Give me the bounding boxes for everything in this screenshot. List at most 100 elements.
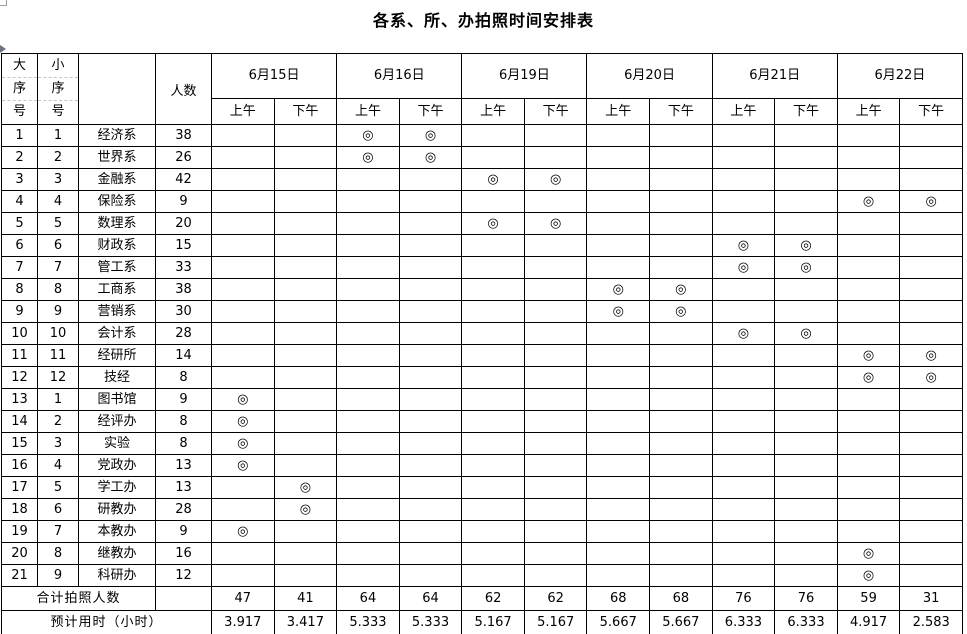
schedule-mark-cell: ◎ (899, 190, 963, 213)
schedule-cell (273, 190, 338, 213)
schedule-cell (461, 300, 525, 323)
schedule-mark-cell: ◎ (336, 146, 400, 169)
schedule-cell (336, 322, 400, 345)
schedule-mark-cell: ◎ (273, 498, 338, 521)
schedule-cell (649, 168, 713, 191)
major-seq-cell: 6 (1, 234, 38, 257)
dept-name-cell: 会计系 (78, 322, 156, 345)
totals-value-cell: 41 (273, 586, 338, 611)
schedule-mark-cell: ◎ (836, 564, 901, 587)
schedule-cell (398, 454, 463, 477)
schedule-cell (461, 124, 525, 147)
schedule-mark-cell: ◎ (211, 388, 275, 411)
major-seq-cell: 2 (1, 146, 38, 169)
headcount-cell: 9 (155, 190, 212, 213)
minor-seq-cell: 12 (37, 366, 79, 389)
schedule-cell (273, 124, 338, 147)
headcount-cell: 13 (155, 476, 212, 499)
schedule-cell (273, 146, 338, 169)
am-header: 上午 (336, 98, 400, 125)
schedule-mark-cell: ◎ (649, 278, 713, 301)
headcount-cell: 38 (155, 124, 212, 147)
schedule-cell (211, 366, 275, 389)
schedule-cell (899, 542, 963, 565)
totals-value-cell: 76 (774, 586, 838, 611)
schedule-cell (836, 432, 901, 455)
hours-value-cell: 5.167 (523, 610, 588, 634)
schedule-cell (836, 300, 901, 323)
major-seq-cell: 8 (1, 278, 38, 301)
schedule-cell (211, 168, 275, 191)
am-header: 上午 (586, 98, 651, 125)
schedule-mark-cell: ◎ (836, 344, 901, 367)
schedule-cell (836, 388, 901, 411)
schedule-cell (774, 564, 838, 587)
schedule-cell (273, 454, 338, 477)
major-seq-cell: 17 (1, 476, 38, 499)
major-seq-cell: 15 (1, 432, 38, 455)
schedule-mark-cell: ◎ (523, 168, 588, 191)
schedule-cell (899, 410, 963, 433)
minor-seq-cell: 2 (37, 410, 79, 433)
schedule-cell (586, 520, 651, 543)
schedule-cell (336, 520, 400, 543)
schedule-cell (211, 344, 275, 367)
schedule-cell (398, 564, 463, 587)
major-seq-cell: 21 (1, 564, 38, 587)
schedule-cell (774, 212, 838, 235)
headcount-cell: 20 (155, 212, 212, 235)
dept-name-cell: 金融系 (78, 168, 156, 191)
schedule-cell (273, 322, 338, 345)
schedule-cell (211, 124, 275, 147)
headcount-cell: 26 (155, 146, 212, 169)
headcount-cell: 28 (155, 322, 212, 345)
table-row: 10 10 会计系 28 ◎ ◎ (1, 322, 963, 345)
dept-name-cell: 实验 (78, 432, 156, 455)
schedule-cell (398, 190, 463, 213)
table-row: 8 8 工商系 38 ◎ ◎ (1, 278, 963, 301)
table-row: 17 5 学工办 13 ◎ (1, 476, 963, 499)
schedule-mark-cell: ◎ (523, 212, 588, 235)
schedule-cell (836, 322, 901, 345)
hours-value-cell: 3.917 (211, 610, 275, 634)
schedule-mark-cell: ◎ (211, 520, 275, 543)
schedule-cell (523, 388, 588, 411)
schedule-cell (273, 542, 338, 565)
minor-seq-cell: 7 (37, 256, 79, 279)
schedule-cell (899, 278, 963, 301)
totals-headcount-cell (155, 586, 212, 611)
schedule-cell (523, 278, 588, 301)
headcount-cell: 9 (155, 520, 212, 543)
schedule-cell (836, 410, 901, 433)
schedule-cell (774, 520, 838, 543)
schedule-cell (586, 344, 651, 367)
schedule-cell (586, 124, 651, 147)
schedule-cell (336, 190, 400, 213)
hours-value-cell: 5.333 (336, 610, 400, 634)
schedule-cell (711, 542, 776, 565)
schedule-cell (774, 190, 838, 213)
minor-seq-cell: 6 (37, 498, 79, 521)
schedule-cell (899, 168, 963, 191)
minor-seq-cell: 6 (37, 234, 79, 257)
schedule-cell (899, 146, 963, 169)
schedule-cell (273, 564, 338, 587)
major-seq-cell: 13 (1, 388, 38, 411)
schedule-cell (523, 520, 588, 543)
schedule-cell (711, 476, 776, 499)
table-row: 5 5 数理系 20 ◎ ◎ (1, 212, 963, 235)
schedule-mark-cell: ◎ (398, 146, 463, 169)
schedule-cell (273, 278, 338, 301)
schedule-cell (836, 146, 901, 169)
schedule-cell (899, 388, 963, 411)
schedule-cell (523, 322, 588, 345)
schedule-cell (649, 344, 713, 367)
schedule-cell (398, 476, 463, 499)
schedule-cell (211, 300, 275, 323)
schedule-cell (523, 476, 588, 499)
schedule-cell (711, 564, 776, 587)
minor-seq-cell: 9 (37, 300, 79, 323)
minor-seq-cell: 1 (37, 388, 79, 411)
schedule-cell (586, 256, 651, 279)
minor-seq-cell: 5 (37, 212, 79, 235)
